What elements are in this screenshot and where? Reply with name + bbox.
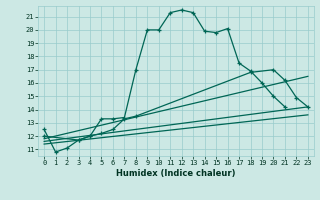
X-axis label: Humidex (Indice chaleur): Humidex (Indice chaleur) bbox=[116, 169, 236, 178]
